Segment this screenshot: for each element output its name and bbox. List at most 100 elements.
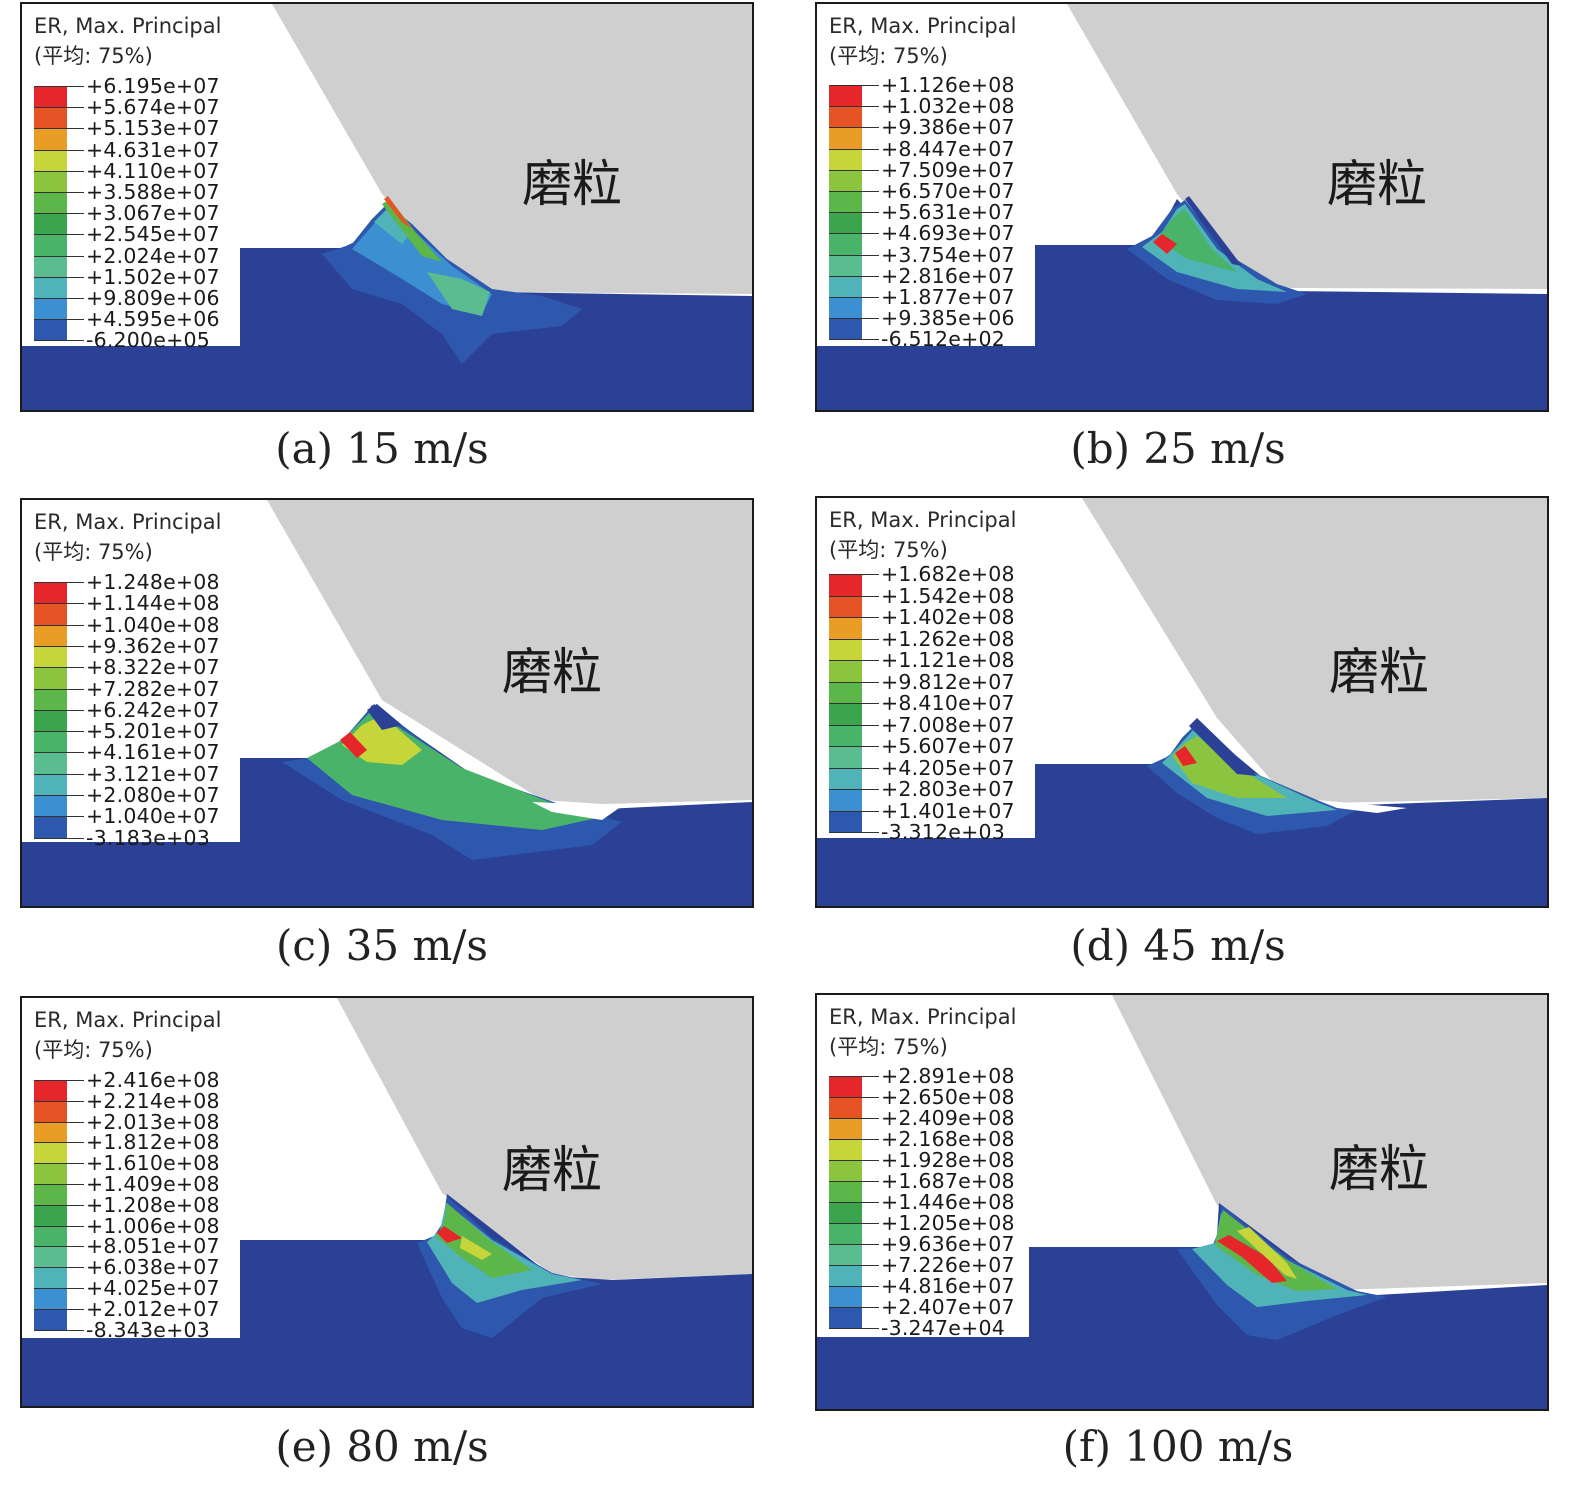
legend-value: +4.161e+07 (86, 740, 220, 765)
strain-zone (384, 196, 412, 229)
legend-tick (829, 275, 879, 277)
legend-value: -6.512e+02 (881, 327, 1005, 352)
legend-color-band (829, 1223, 862, 1245)
legend-color-band (34, 319, 67, 341)
legend-value: +5.153e+07 (86, 116, 220, 141)
legend-value: -6.200e+05 (86, 328, 210, 353)
grain-shape (267, 500, 752, 804)
legend-tick (34, 340, 84, 342)
legend-tick (829, 617, 879, 618)
legend-color-band (34, 276, 67, 299)
legend-tick (829, 681, 879, 683)
legend-value: +1.205e+08 (881, 1211, 1015, 1235)
legend-tick (829, 638, 879, 640)
legend-value: +9.636e+07 (881, 1232, 1015, 1256)
legend-value: +1.402e+08 (881, 605, 1015, 629)
legend-tick (34, 1204, 84, 1206)
legend-tick (829, 660, 879, 661)
legend-value: -8.343e+03 (86, 1317, 210, 1342)
legend-value: +1.126e+08 (881, 73, 1015, 97)
legend-value: +1.006e+08 (86, 1213, 220, 1238)
legend-color-band (34, 667, 67, 689)
legend-tick (829, 767, 879, 769)
legend-tick (34, 752, 84, 754)
legend-value: +1.262e+08 (881, 626, 1015, 651)
legend-color-band (829, 1202, 862, 1224)
legend-tick (34, 773, 84, 775)
strain-zone (436, 1203, 532, 1278)
grain-shape (337, 998, 752, 1280)
legend-color-band (34, 773, 67, 796)
legend-tick (34, 688, 84, 690)
legend-color-band (34, 1121, 67, 1143)
legend-tick (829, 1244, 879, 1245)
strain-zone (1317, 800, 1407, 813)
grain-label: 磨粒 (1329, 643, 1429, 701)
legend-color-band (34, 192, 67, 214)
legend-tick (34, 149, 84, 151)
legend-tick (34, 255, 84, 257)
legend-color-band (34, 1246, 67, 1268)
legend-color-band (829, 254, 862, 277)
strain-zone (460, 1236, 492, 1260)
legend-tick (829, 1286, 879, 1287)
legend-color-band (34, 1142, 67, 1164)
legend-color-band (829, 574, 862, 596)
legend-value: +5.607e+07 (881, 734, 1015, 758)
legend-tick (34, 1329, 84, 1331)
legend-value: +6.242e+07 (86, 697, 220, 722)
legend-color-band (34, 795, 67, 817)
legend-value: +2.168e+08 (881, 1127, 1015, 1151)
panel-caption: (b) 25 m/s (1070, 424, 1286, 473)
legend: ER, Max. Principal (平均: 75%) +1.682e+08 +1.… (817, 498, 1035, 844)
legend-value: +2.545e+07 (86, 222, 220, 247)
legend-tick (829, 789, 879, 790)
legend-value: +6.570e+07 (881, 179, 1015, 203)
legend-value: +4.025e+07 (86, 1276, 220, 1300)
panel-caption: (c) 35 m/s (276, 921, 488, 970)
legend-value: +6.195e+07 (86, 74, 220, 98)
legend-variable-title: ER, Max. Principal (829, 14, 1017, 38)
grain-shape (1082, 498, 1547, 803)
legend-value: +4.205e+07 (881, 755, 1015, 780)
legend-color-band (829, 681, 862, 704)
legend-value: +3.588e+07 (86, 180, 220, 204)
legend-color-band (34, 1308, 67, 1331)
legend-value: +9.362e+07 (86, 633, 220, 658)
strain-zone (1175, 746, 1197, 766)
legend-tick (829, 832, 879, 833)
legend-color-band (829, 789, 862, 811)
grain-label: 磨粒 (1329, 1140, 1429, 1198)
grain-shape (272, 4, 752, 294)
legend-color-band (34, 1100, 67, 1123)
legend-color-band (829, 1244, 862, 1266)
legend-tick (34, 213, 84, 215)
legend-tick (34, 624, 84, 626)
panel-caption: (d) 45 m/s (1070, 921, 1286, 970)
legend-variable-title: ER, Max. Principal (829, 508, 1017, 532)
legend-value: +1.401e+07 (881, 798, 1015, 823)
strain-zone (1189, 718, 1257, 776)
legend-value: -3.312e+03 (881, 820, 1005, 844)
legend-variable-title: ER, Max. Principal (829, 1005, 1017, 1029)
legend-tick (829, 1328, 879, 1329)
legend: ER, Max. Principal (平均: 75%) +6.195e+07 +5.… (22, 4, 240, 352)
legend-tick (829, 1076, 879, 1077)
legend-color-band (829, 318, 862, 340)
legend-color-band (34, 1267, 67, 1289)
legend-color-band (34, 688, 67, 711)
legend-value: +8.410e+07 (881, 691, 1015, 715)
legend-color-band (829, 212, 862, 234)
legend-color-band (34, 298, 67, 320)
strain-zone (1217, 1235, 1287, 1283)
legend-tick (829, 1265, 879, 1266)
legend-tick (34, 1225, 84, 1227)
legend-variable-title: ER, Max. Principal (34, 510, 222, 534)
grain-shape (1067, 4, 1547, 289)
legend-value: -3.247e+04 (881, 1316, 1005, 1340)
legend-color-band (829, 1286, 862, 1308)
legend-color-band (34, 1288, 67, 1310)
legend-color-band (34, 1225, 67, 1247)
legend-tick (829, 233, 879, 235)
legend-value: +3.121e+07 (86, 761, 220, 786)
